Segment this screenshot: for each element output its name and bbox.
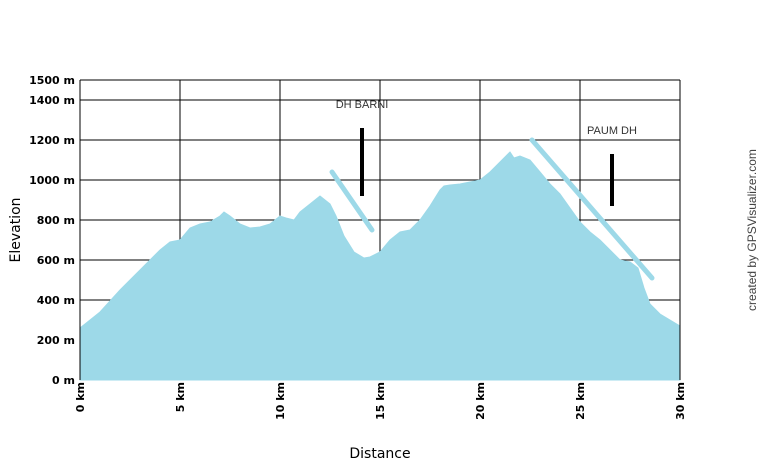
annotation-label: DH BARNI: [336, 99, 389, 111]
x-tick-label: 10 km: [274, 382, 287, 420]
x-tick-label: 30 km: [674, 382, 687, 420]
y-axis-ticks: 0 m 200 m 400 m 600 m 800 m 1000 m 1200 m 1400 …: [29, 74, 75, 387]
x-tick-label: 0 km: [74, 382, 87, 412]
y-tick-label: 1500 m: [29, 74, 75, 87]
y-tick-label: 1400 m: [29, 94, 75, 107]
x-tick-label: 25 km: [574, 382, 587, 420]
y-tick-label: 200 m: [37, 334, 75, 347]
annotation-slash: [329, 169, 375, 233]
x-axis-ticks: 0 km 5 km 10 km 15 km 20 km 25 km 30 km: [74, 382, 687, 420]
x-tick-label: 5 km: [174, 382, 187, 412]
y-tick-label: 800 m: [37, 214, 75, 227]
annotations: DH BARNI PAUM DH: [329, 99, 655, 281]
y-tick-label: 1000 m: [29, 174, 75, 187]
x-axis-label: Distance: [349, 446, 410, 460]
annotation-slash: [529, 137, 655, 281]
annotation-label: PAUM DH: [587, 125, 637, 137]
y-axis-label: Elevation: [8, 197, 24, 262]
elevation-area: [79, 151, 681, 381]
x-tick-label: 15 km: [374, 382, 387, 420]
y-tick-label: 600 m: [37, 254, 75, 267]
y-tick-label: 1200 m: [29, 134, 75, 147]
x-tick-label: 20 km: [474, 382, 487, 420]
plot-frame: [79, 79, 681, 380]
y-tick-label: 400 m: [37, 294, 75, 307]
y-tick-label: 0 m: [52, 374, 75, 387]
credit-text: created by GPSVisualizer.com: [745, 149, 759, 311]
